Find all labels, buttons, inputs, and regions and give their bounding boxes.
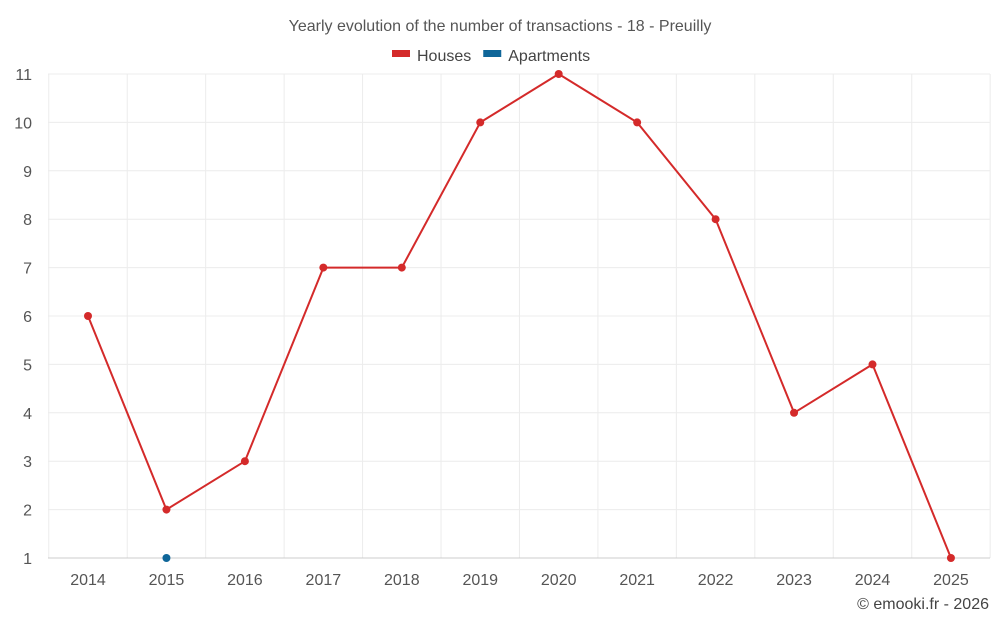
y-tick-label: 2 [23, 503, 32, 520]
x-tick-label: 2025 [933, 572, 969, 589]
chart-title: Yearly evolution of the number of transa… [289, 18, 712, 35]
horizontal-gridlines [48, 73, 990, 511]
x-tick-label: 2018 [384, 572, 420, 589]
series-line-houses [87, 73, 952, 559]
chart-credit: © emooki.fr - 2026 [857, 596, 989, 613]
y-tick-label: 3 [23, 454, 32, 471]
data-point-houses[interactable] [240, 457, 249, 466]
y-tick-label: 6 [23, 309, 32, 326]
x-tick-label: 2024 [855, 572, 891, 589]
series-points [84, 70, 955, 562]
data-point-apartments[interactable] [162, 554, 171, 562]
y-tick-label: 7 [23, 261, 32, 278]
y-axis-tick-labels: 1 2 3 4 5 6 7 8 9 10 11 [14, 67, 32, 568]
data-point-houses[interactable] [711, 215, 720, 224]
legend-swatch-houses [392, 50, 410, 57]
x-tick-label: 2017 [306, 572, 342, 589]
y-tick-label: 9 [23, 164, 32, 181]
data-point-houses[interactable] [476, 118, 485, 127]
x-tick-label: 2014 [70, 572, 106, 589]
y-tick-label: 1 [23, 551, 32, 568]
data-point-houses[interactable] [397, 263, 406, 272]
y-tick-label: 4 [23, 406, 32, 423]
data-point-houses[interactable] [633, 118, 642, 127]
y-tick-label: 10 [14, 115, 32, 132]
data-point-houses[interactable] [84, 312, 92, 320]
legend-swatch-apartments [483, 50, 502, 57]
data-point-houses[interactable] [868, 360, 877, 369]
x-tick-label: 2023 [776, 572, 812, 589]
series-lines [87, 73, 952, 559]
x-tick-label: 2016 [227, 572, 263, 589]
x-tick-label: 2021 [619, 572, 655, 589]
y-tick-label: 5 [23, 357, 32, 374]
y-tick-label: 11 [15, 67, 32, 84]
chart-legend: Houses Apartments [392, 48, 590, 65]
x-tick-label: 2019 [462, 572, 498, 589]
data-point-houses[interactable] [162, 505, 171, 514]
data-point-houses[interactable] [554, 70, 563, 78]
x-axis-tick-labels: 2014 2015 2016 2017 2018 2019 2020 2021 2022 2023… [70, 572, 969, 589]
data-point-houses[interactable] [946, 554, 955, 562]
x-tick-label: 2015 [149, 572, 185, 589]
data-point-houses[interactable] [790, 408, 799, 417]
x-tick-label: 2020 [541, 572, 577, 589]
legend-label-houses[interactable]: Houses [417, 48, 471, 65]
y-tick-label: 8 [23, 212, 32, 229]
legend-label-apartments[interactable]: Apartments [508, 48, 590, 65]
x-tick-label: 2022 [698, 572, 734, 589]
data-point-houses[interactable] [319, 263, 328, 272]
